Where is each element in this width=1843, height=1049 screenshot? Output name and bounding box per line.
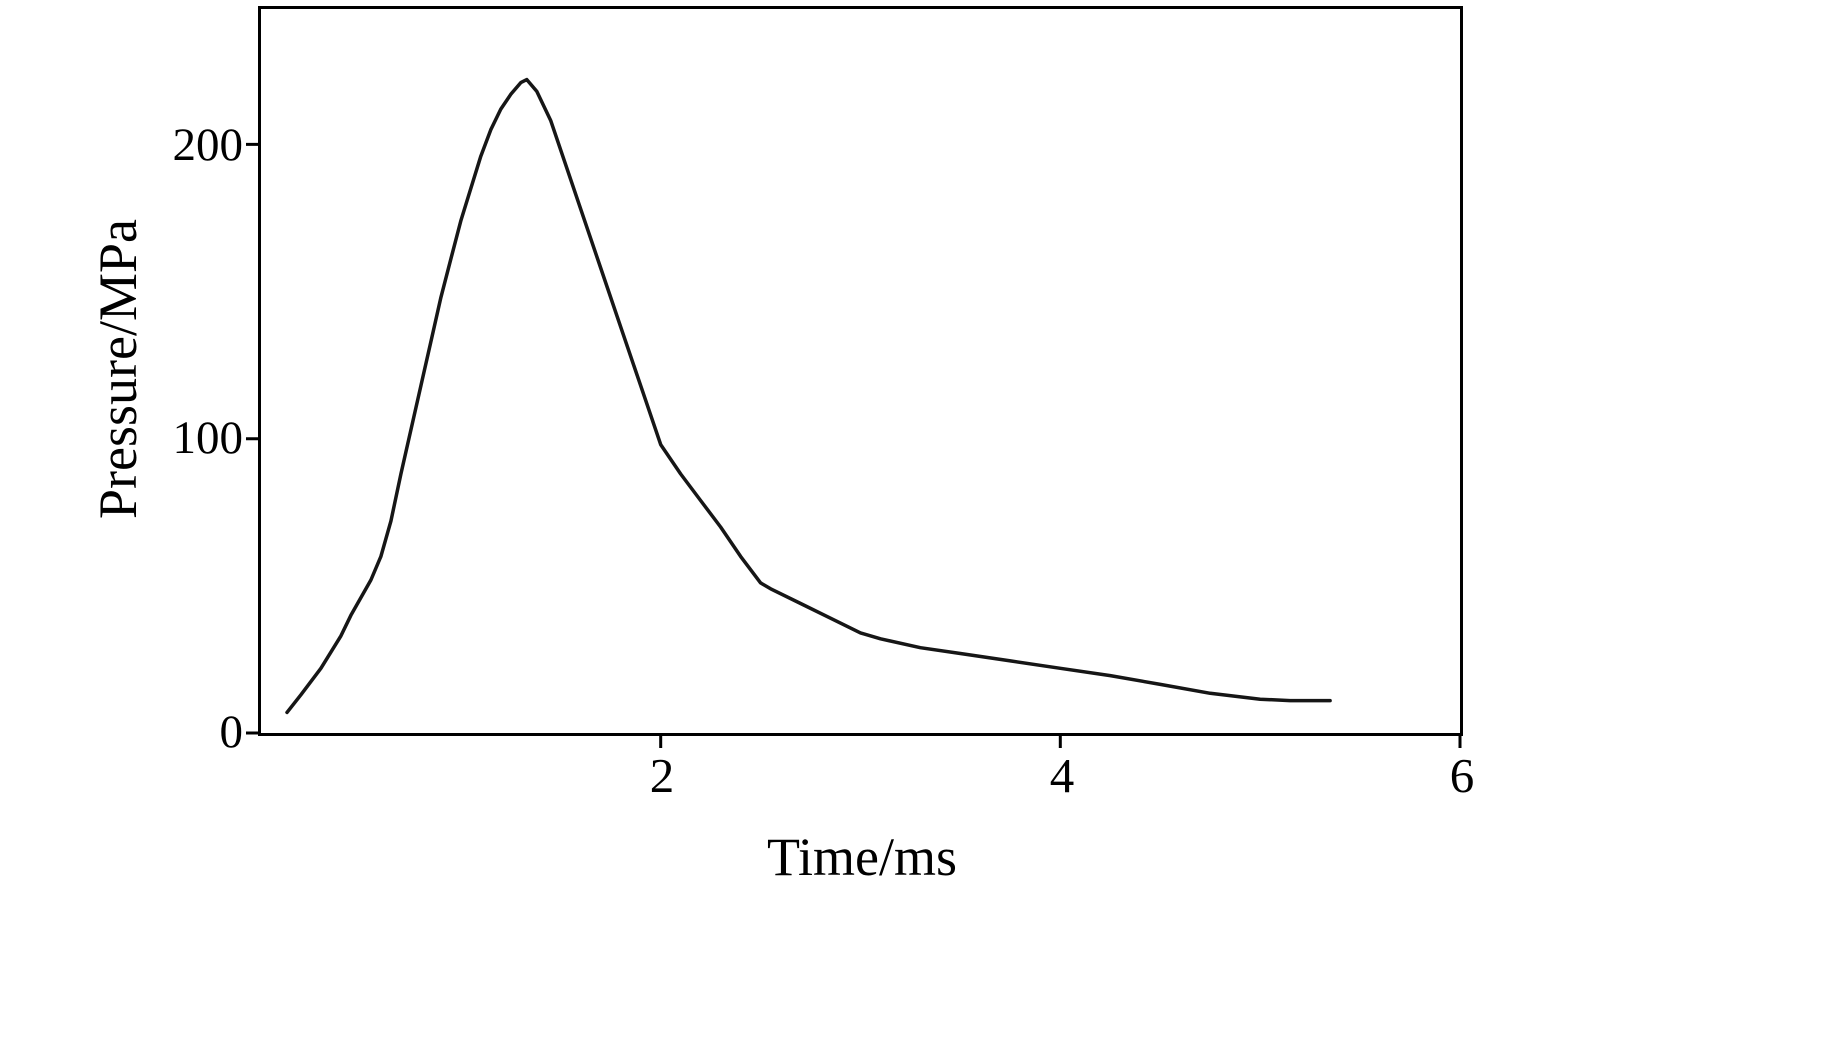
tick-marks bbox=[246, 142, 1462, 748]
x-tick-label-2: 2 bbox=[649, 748, 675, 803]
pressure-curve bbox=[285, 77, 1332, 715]
y-tick-label-100: 100 bbox=[172, 412, 244, 464]
x-tick-label-4: 4 bbox=[1049, 748, 1075, 803]
x-tick-label-6: 6 bbox=[1449, 748, 1475, 803]
y-tick-label-200: 200 bbox=[172, 119, 244, 171]
y-tick-label-0: 0 bbox=[219, 706, 244, 758]
plot-border bbox=[258, 6, 1463, 736]
y-axis-title: Pressure/MPa bbox=[88, 219, 148, 519]
x-axis-title: Time/ms bbox=[766, 827, 958, 887]
